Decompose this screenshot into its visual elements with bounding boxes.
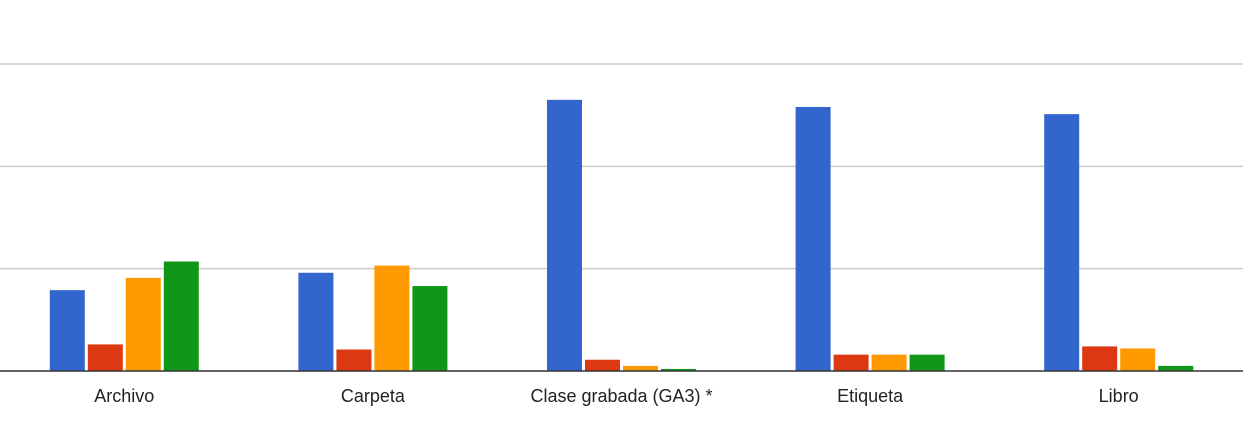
bar [547,99,582,372]
bar [298,272,334,371]
bar [623,365,658,371]
bar [1082,346,1118,371]
bar [909,354,945,371]
x-tick-label: Archivo [94,386,154,406]
bar [1158,365,1194,371]
bar [163,261,199,371]
bar [871,354,907,371]
bar [412,286,448,371]
bars [49,99,1194,372]
bar [833,354,869,371]
bar [795,106,831,371]
x-tick-label: Carpeta [341,386,406,406]
bar [336,349,372,371]
x-axis-labels: Archivo Carpeta Clase grabada (GA3) * Etiqu… [94,386,1138,406]
bar [374,265,410,371]
bar [661,368,696,371]
bar [87,344,123,371]
gridlines [0,63,1243,270]
bar [49,290,85,371]
x-tick-label: Clase grabada (GA3) * [530,386,712,406]
x-tick-label: Libro [1099,386,1139,406]
bar [585,359,620,371]
bar [1120,348,1156,371]
x-tick-label: Etiqueta [837,386,904,406]
bar [1044,114,1080,371]
bar [125,277,161,371]
